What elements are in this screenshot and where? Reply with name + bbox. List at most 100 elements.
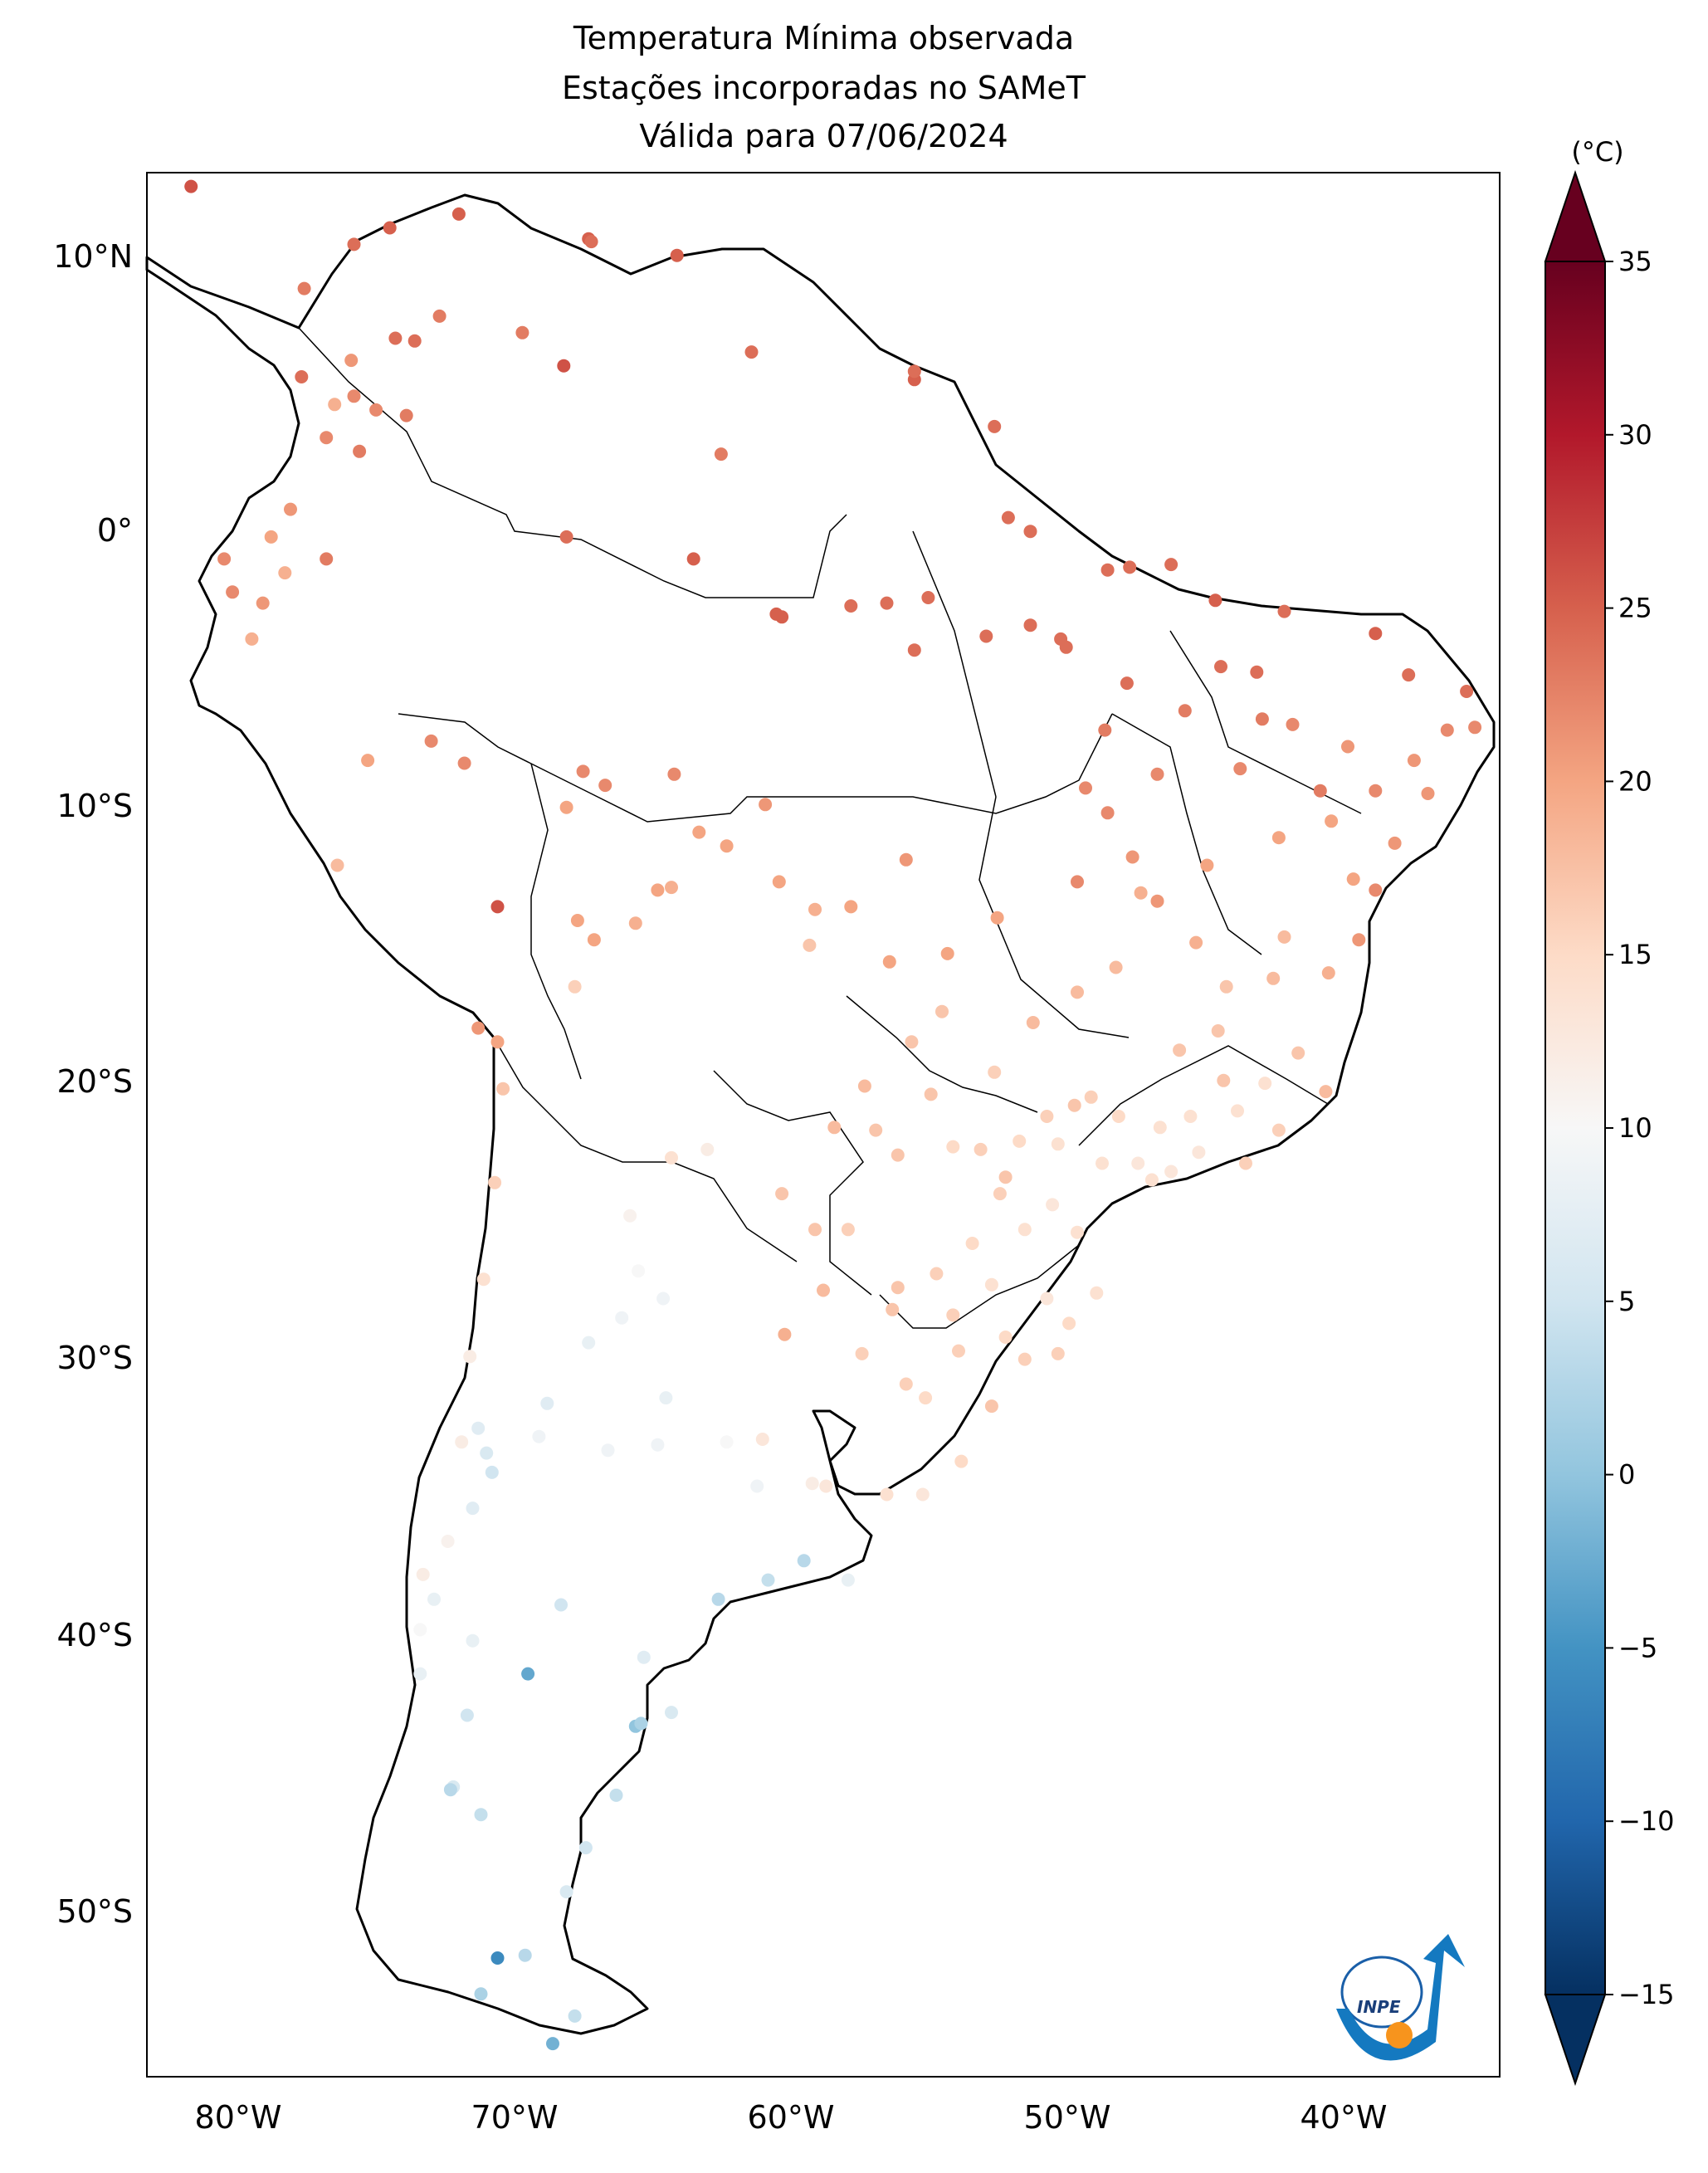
station-point [320,552,334,566]
station-point [369,403,383,417]
station-point [637,1650,651,1664]
station-point [855,1346,869,1360]
station-point [899,1377,913,1391]
station-point [1178,704,1192,718]
lat-tick-label: 10°N [53,238,133,275]
colorbar-extend-max [1544,169,1607,262]
station-point [686,552,700,566]
station-point [1231,1104,1244,1118]
station-point [361,754,375,768]
station-point [952,1344,965,1358]
station-points [184,179,1482,2051]
station-point [1131,1156,1145,1170]
station-point [1144,1173,1159,1187]
station-point [930,1267,944,1281]
colorbar-tick-label: 35 [1618,246,1652,277]
station-point [1150,767,1164,781]
station-point [988,1065,1002,1079]
station-point [1407,754,1421,768]
station-point [413,1667,427,1681]
lat-tick-label: 10°S [57,788,133,824]
station-point [1277,604,1291,618]
station-point [935,1004,949,1018]
station-point [954,1454,969,1468]
station-point [532,1429,546,1443]
station-point [1023,618,1037,632]
station-point [184,179,198,193]
station-point [295,370,309,383]
station-point [984,1277,998,1292]
title-line-3: Válida para 07/06/2024 [639,118,1008,154]
station-point [476,1272,490,1287]
colorbar-unit: (°C) [1571,136,1623,168]
station-point [1173,1043,1187,1057]
station-point [634,1716,648,1731]
station-point [540,1396,554,1410]
lat-tick-label: 50°S [57,1893,133,1930]
station-point [778,1327,792,1341]
station-point [924,1087,938,1101]
station-point [466,1502,480,1516]
inpe-logo-icon: INPE [1336,1934,1465,2061]
station-point [1084,1090,1098,1104]
lat-tick-label: 30°S [57,1340,133,1376]
station-point [278,566,292,580]
colorbar-tick-label: −15 [1618,1979,1675,2010]
station-point [330,858,344,872]
station-point [388,331,403,345]
station-point [1040,1110,1054,1123]
station-point [1183,1110,1198,1123]
station-point [1071,985,1084,999]
station-point [665,1706,678,1720]
station-point [490,1951,505,1965]
station-point [907,643,921,657]
colorbar-scale [1545,261,1606,1995]
station-point [880,1487,894,1502]
station-point [407,334,422,348]
station-point [1153,1121,1167,1135]
station-point [559,530,573,544]
station-point [455,1435,469,1449]
station-point [485,1465,499,1479]
station-point [1051,1346,1065,1360]
station-point [515,325,529,339]
station-point [1100,563,1115,577]
station-point [841,1223,855,1237]
colorbar-tick-label: 15 [1618,939,1652,970]
station-point [623,1209,637,1223]
station-point [988,419,1002,433]
station-point [1402,668,1416,682]
station-point [383,221,397,235]
colorbar-tick-label: 10 [1618,1112,1652,1144]
station-point [1071,875,1084,889]
station-point [598,779,612,793]
station-point [886,1302,900,1316]
station-point [869,1123,883,1137]
station-point [1017,1352,1032,1366]
station-point [1120,676,1134,691]
station-point [921,591,935,604]
colorbar-tick-label: 0 [1618,1459,1635,1491]
map-frame [146,172,1501,2078]
station-point [1291,1046,1305,1060]
station-point [226,585,240,599]
station-point [979,629,993,643]
station-point [1214,660,1227,674]
station-point [1125,850,1139,864]
station-point [441,1535,455,1548]
station-point [808,902,822,916]
station-point [998,1331,1013,1344]
station-point [1026,1016,1040,1029]
station-point [907,364,921,378]
station-point [576,764,590,779]
station-point [471,1021,486,1035]
station-point [891,1148,905,1162]
station-point [1468,720,1482,735]
station-point [256,596,270,610]
station-point [451,207,466,221]
station-point [1062,1316,1076,1331]
station-point [844,900,858,914]
station-point [490,900,505,914]
station-point [891,1281,905,1295]
lon-tick-label: 70°W [471,2099,559,2136]
